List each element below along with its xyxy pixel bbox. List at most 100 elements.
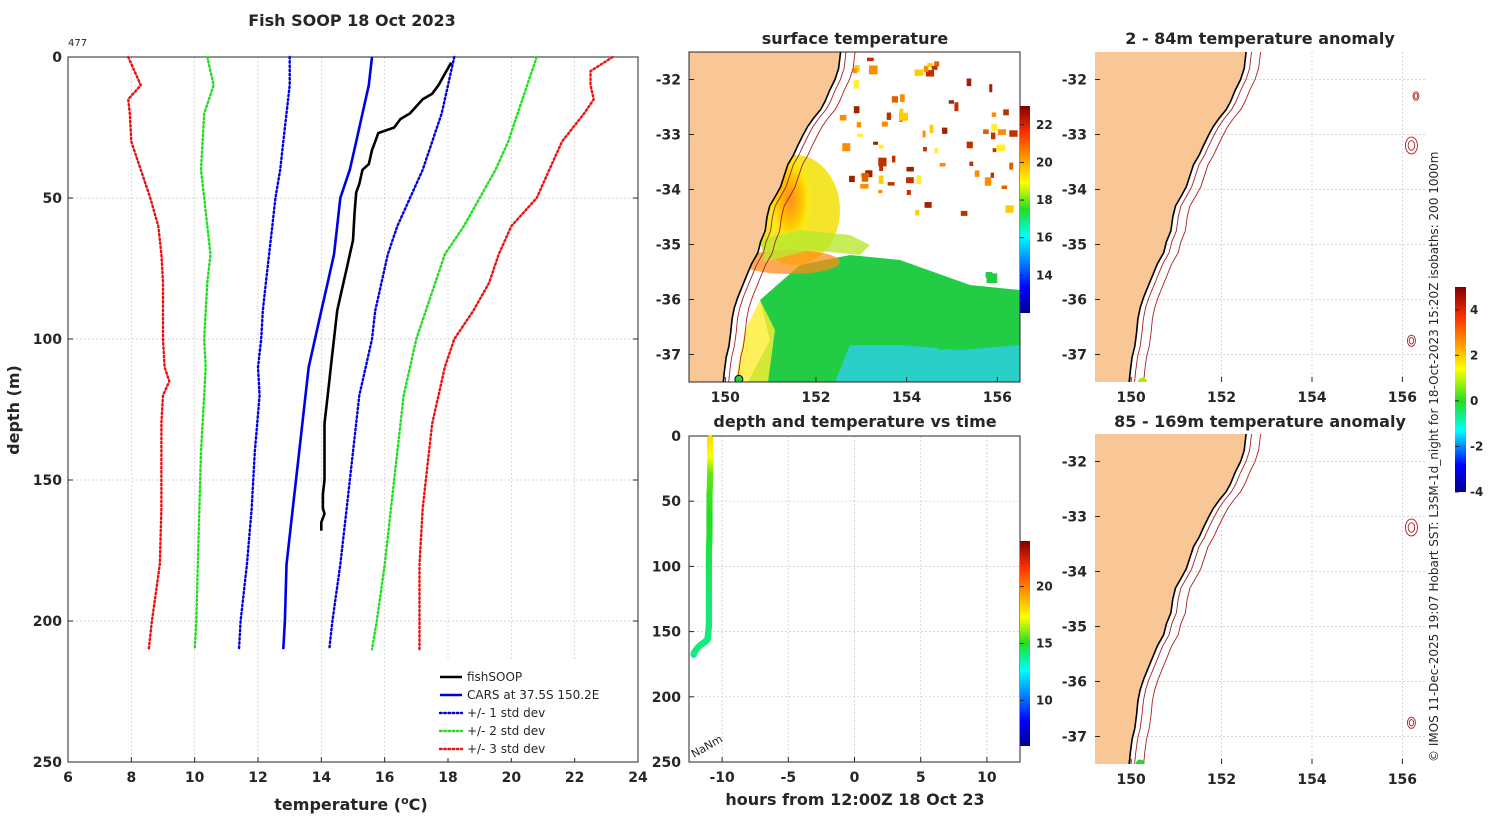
dt-xtick-label: -10 bbox=[709, 770, 735, 786]
anomaly-colorbar bbox=[1455, 287, 1466, 492]
profile-title: Fish SOOP 18 Oct 2023 bbox=[248, 11, 456, 30]
dt-ytick-label: 100 bbox=[652, 559, 681, 575]
sst-warm-pixel bbox=[1003, 109, 1009, 116]
sst-warm-pixel bbox=[990, 172, 994, 178]
sst-map-panel: surface temperature 150 152 154 156 -32 -33 -3… bbox=[656, 29, 1053, 406]
anomaly-colorbar-tick-label: -2 bbox=[1470, 439, 1483, 453]
map-ytick-label: -35 bbox=[1062, 238, 1087, 254]
map-xtick-label: 156 bbox=[1388, 772, 1417, 788]
map-ytick-label: -33 bbox=[1062, 510, 1087, 526]
nan-annotation: NaNm bbox=[689, 732, 725, 760]
map-xtick-label: 150 bbox=[711, 390, 740, 406]
sst-warm-pixel bbox=[865, 170, 873, 178]
sst-warm-pixel bbox=[849, 175, 855, 183]
profile-series bbox=[126, 55, 614, 651]
sst-warm-pixel bbox=[906, 177, 914, 184]
map-ytick-label: -34 bbox=[1062, 565, 1088, 581]
dt-ytick-label: 0 bbox=[671, 429, 681, 445]
legend-label: CARS at 37.5S 150.2E bbox=[467, 688, 599, 702]
map-ytick-label: -36 bbox=[1062, 675, 1087, 691]
sst-ticks: 150 152 154 156 -32 -33 -34 -35 -36 -37 bbox=[656, 73, 1012, 407]
profile-ytick-label: 0 bbox=[52, 50, 62, 66]
anomaly-upper-seamounts bbox=[1404, 91, 1420, 347]
sst-green-pixel bbox=[915, 295, 921, 301]
sst-warm-pixel bbox=[966, 78, 972, 87]
map-ytick-label: -36 bbox=[656, 293, 681, 309]
sst-warm-pixel bbox=[991, 123, 998, 132]
sst-warm-pixel bbox=[931, 65, 938, 70]
sst-warm-pixel bbox=[857, 133, 863, 137]
profile-xtick-label: 22 bbox=[565, 770, 584, 786]
legend-label: fishSOOP bbox=[467, 670, 522, 684]
map-ytick-label: -35 bbox=[1062, 620, 1087, 636]
sst-cloud-gaps bbox=[839, 57, 1018, 350]
colorbar-tick-label: 16 bbox=[1036, 231, 1053, 245]
colorbar-tick-label: 22 bbox=[1036, 118, 1053, 132]
sst-warm-pixel bbox=[996, 144, 1006, 152]
sst-warm-pixel bbox=[881, 121, 888, 127]
sst-coastal-warm bbox=[735, 300, 775, 382]
profile-axes-frame bbox=[67, 56, 639, 763]
sst-green-pixel bbox=[937, 344, 946, 350]
anomaly-colorbar-tick-label: 0 bbox=[1470, 394, 1478, 408]
map-ytick-label: -37 bbox=[1062, 348, 1087, 364]
sst-warm-pixel bbox=[879, 164, 884, 172]
anomaly-colorbar-tick-label: 2 bbox=[1470, 348, 1478, 362]
profile-xtick-label: 8 bbox=[126, 770, 136, 786]
sst-warm-pixel bbox=[934, 61, 940, 67]
anomaly-upper-map bbox=[1095, 52, 1420, 382]
sst-warm-pixel bbox=[948, 100, 954, 104]
anomaly-lower-map bbox=[1095, 434, 1418, 764]
depth-time-points bbox=[690, 435, 714, 658]
profile-xtick-label: 14 bbox=[312, 770, 332, 786]
seamount-contour bbox=[1404, 518, 1418, 537]
dt-xtick-label: -5 bbox=[781, 770, 797, 786]
profile-xtick-label: 10 bbox=[185, 770, 205, 786]
sst-warm-pixel bbox=[856, 122, 862, 128]
profile-ticks: 6 8 10 12 14 16 18 20 22 24 0 50 100 150 200 250 bbox=[33, 50, 648, 786]
seamount-contour-inner bbox=[1408, 337, 1415, 345]
anomaly-lower-land bbox=[1095, 434, 1247, 764]
sst-warm-pixel bbox=[878, 144, 884, 149]
anomaly-lower-panel: 85 - 169m temperature anomaly 150 152 154 1… bbox=[1062, 412, 1425, 788]
sst-warm-pixel bbox=[997, 129, 1007, 135]
profile-xlabel: temperature (oC) bbox=[274, 794, 427, 814]
dt-colorbar-tick-label: 15 bbox=[1036, 637, 1053, 651]
seamount-contour-inner bbox=[1407, 522, 1416, 533]
sst-green-pixel bbox=[919, 293, 924, 300]
sst-warm-pixel bbox=[923, 146, 927, 152]
sst-warm-pixel bbox=[991, 112, 997, 117]
map-ytick-label: -34 bbox=[656, 183, 682, 199]
sst-warm-pixel bbox=[878, 189, 883, 194]
profile-legend: fishSOOP CARS at 37.5S 150.2E +/- 1 std de… bbox=[433, 660, 635, 758]
map-ytick-label: -35 bbox=[656, 238, 681, 254]
dt-xtick-label: 5 bbox=[916, 770, 926, 786]
sst-warm-pixel bbox=[922, 130, 926, 138]
map-ytick-label: -33 bbox=[656, 128, 681, 144]
sst-green-pixel bbox=[986, 273, 998, 283]
series-line-5 bbox=[193, 55, 215, 651]
depth-time-grid bbox=[689, 435, 1020, 763]
legend-label: +/- 2 std dev bbox=[467, 724, 545, 738]
sst-warm-pixel bbox=[990, 132, 996, 140]
sst-warm-pixel bbox=[914, 69, 924, 76]
sst-warm-pixel bbox=[954, 102, 959, 112]
map-xtick-label: 150 bbox=[1117, 390, 1146, 406]
map-ytick-label: -34 bbox=[1062, 183, 1088, 199]
sst-green-pixel bbox=[950, 285, 960, 294]
sst-warm-pixel bbox=[899, 94, 905, 102]
map-xtick-label: 150 bbox=[1117, 772, 1146, 788]
series-line-2 bbox=[328, 55, 456, 651]
dt-ytick-label: 250 bbox=[652, 755, 681, 771]
profile-xtick-label: 18 bbox=[438, 770, 457, 786]
legend-box bbox=[433, 660, 635, 758]
sst-warm-pixel bbox=[886, 112, 892, 120]
dt-xtick-label: 10 bbox=[977, 770, 997, 786]
sst-warm-pixel bbox=[1009, 130, 1018, 137]
sst-warm-pixel bbox=[983, 129, 989, 134]
sst-warm-pixel bbox=[969, 161, 974, 166]
profile-ytick-label: 100 bbox=[33, 332, 62, 348]
anomaly-lower-title: 85 - 169m temperature anomaly bbox=[1114, 412, 1406, 431]
seamount-contour bbox=[1406, 716, 1416, 729]
sst-green-pixel bbox=[908, 331, 916, 341]
